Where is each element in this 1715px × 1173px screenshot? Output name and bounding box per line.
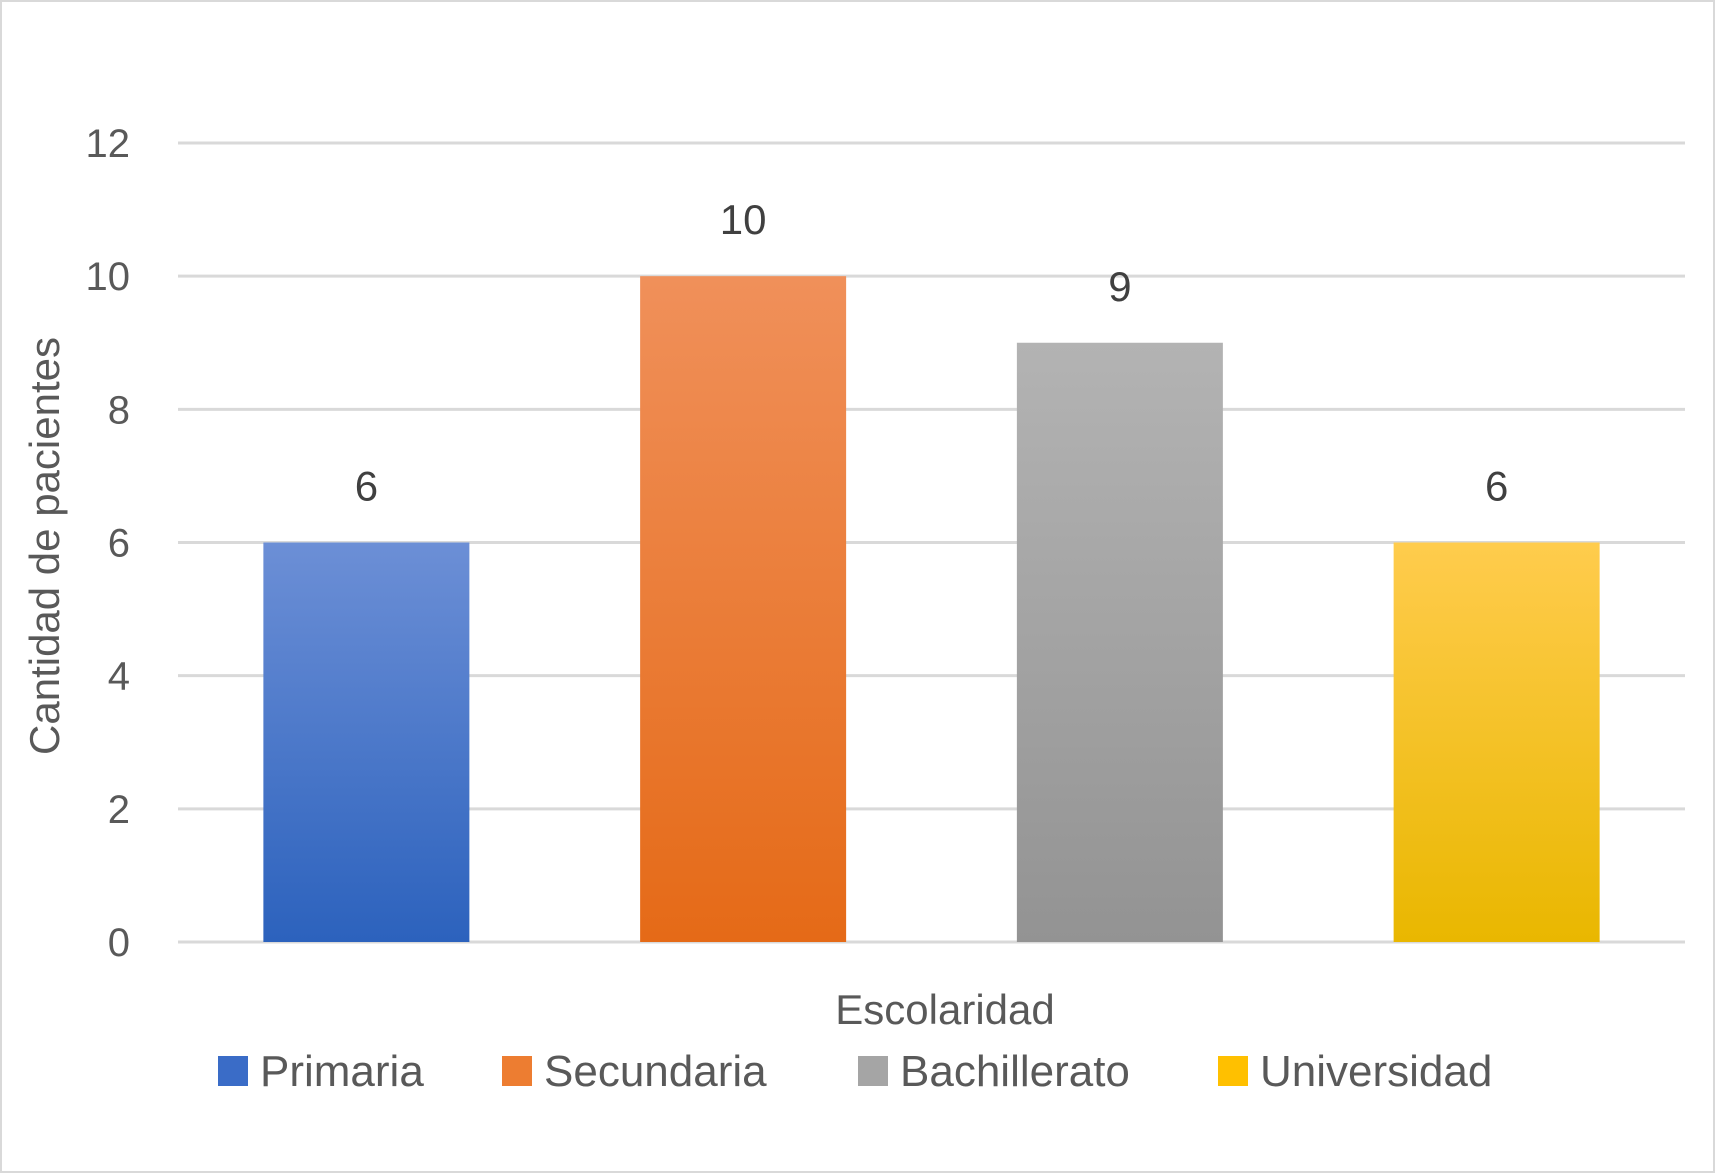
legend-label: Secundaria (544, 1047, 767, 1096)
bar-primaria (263, 542, 470, 942)
y-axis-ticks: 0 2 4 6 8 10 12 (86, 122, 131, 965)
data-label: 6 (355, 463, 378, 510)
legend-swatch (1218, 1056, 1248, 1086)
bars (263, 276, 1600, 943)
legend-swatch (502, 1056, 532, 1086)
y-tick-label: 10 (86, 255, 131, 299)
data-label: 9 (1108, 263, 1131, 310)
legend-label: Universidad (1260, 1047, 1492, 1096)
y-tick-label: 8 (108, 388, 130, 432)
bar-bachillerato (1016, 342, 1223, 942)
x-axis-title: Escolaridad (835, 986, 1054, 1033)
legend-swatch (218, 1056, 248, 1086)
legend-label: Primaria (260, 1047, 424, 1096)
legend-swatch (858, 1056, 888, 1086)
data-labels: 6 10 9 6 (355, 196, 1509, 509)
legend: Primaria Secundaria Bachillerato Universida… (218, 1047, 1492, 1096)
y-tick-label: 4 (108, 655, 130, 699)
bar-secundaria (640, 276, 847, 943)
y-tick-label: 6 (108, 522, 130, 566)
legend-label: Bachillerato (900, 1047, 1130, 1096)
y-tick-label: 0 (108, 921, 130, 965)
y-tick-label: 2 (108, 788, 130, 832)
bar-universidad (1393, 542, 1600, 942)
y-tick-label: 12 (86, 122, 131, 166)
data-label: 10 (720, 196, 767, 243)
y-axis-title: Cantidad de pacientes (21, 337, 68, 755)
data-label: 6 (1485, 463, 1508, 510)
